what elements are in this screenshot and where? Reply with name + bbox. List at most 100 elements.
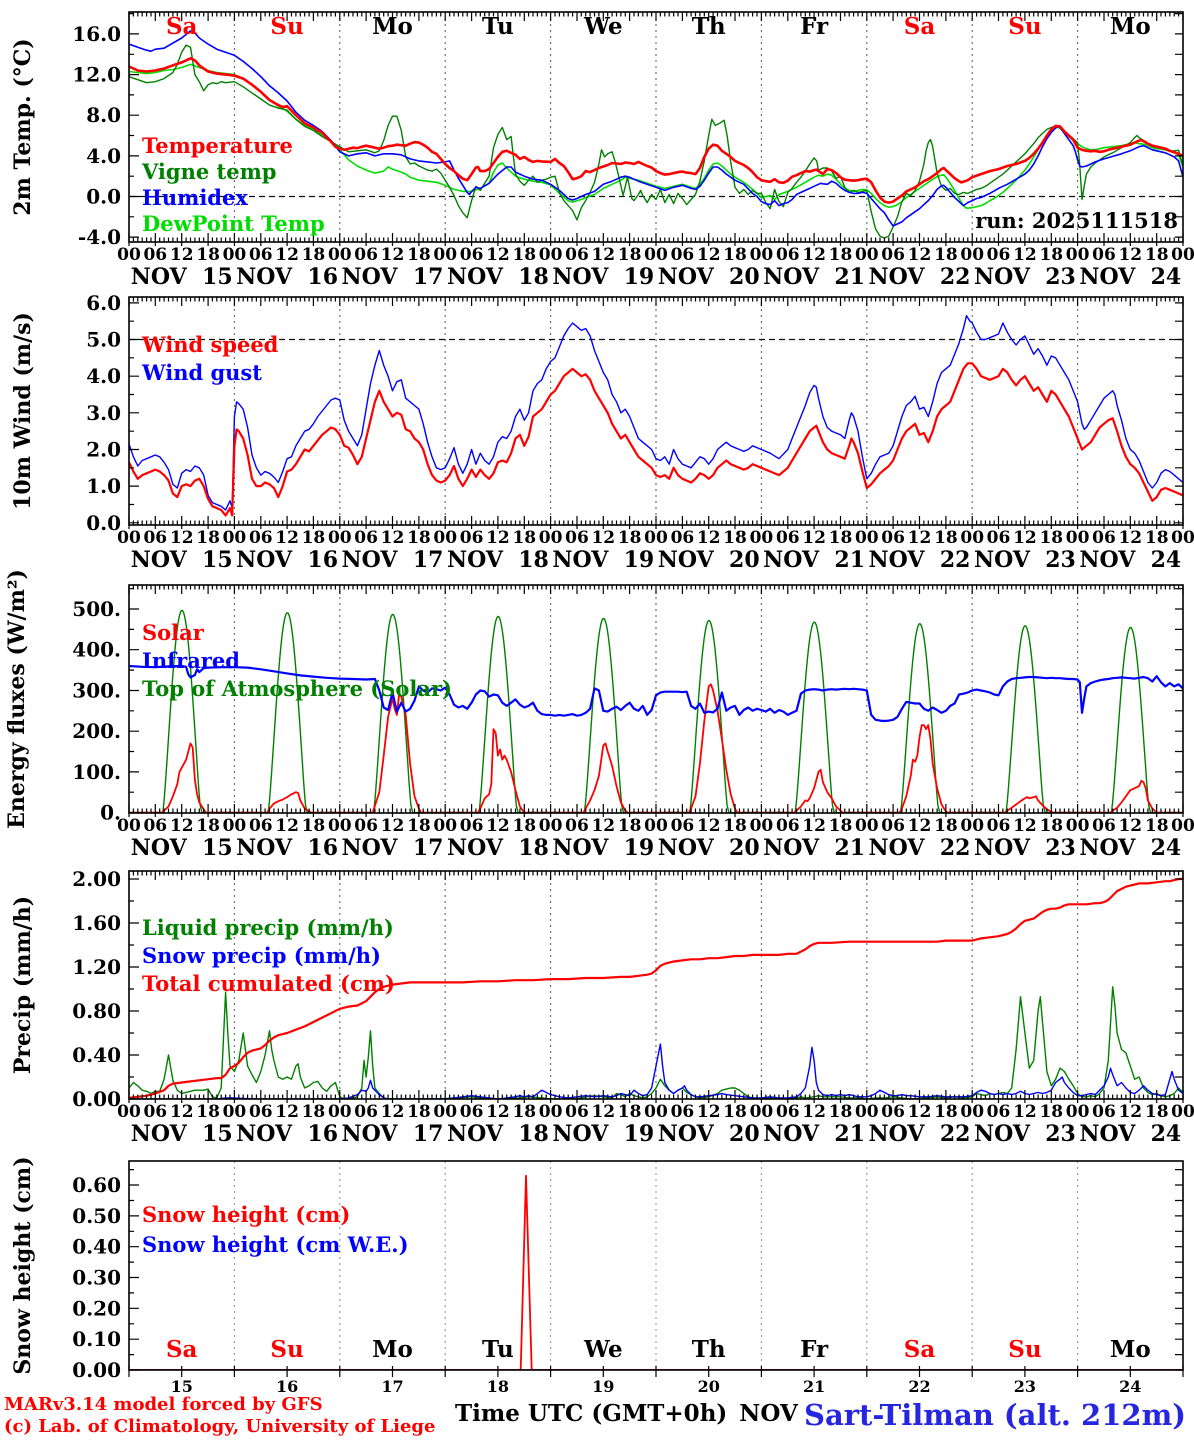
hour-tick-label: 00 <box>328 245 352 265</box>
hour-tick-label: 06 <box>776 245 800 265</box>
date-label: NOV 22 <box>869 1121 971 1147</box>
day-name-label: Su <box>1008 13 1041 40</box>
date-label: NOV 20 <box>658 835 760 861</box>
date-label: NOV 24 <box>1079 835 1181 861</box>
hour-tick-label: 00 <box>433 816 457 836</box>
hour-tick-label: 12 <box>1013 245 1037 265</box>
day-name-label: Fr <box>800 13 829 40</box>
hour-tick-label: 18 <box>723 1102 747 1122</box>
day-name-label: Mo <box>372 13 413 40</box>
hour-tick-label: 00 <box>855 1102 879 1122</box>
hour-tick-label: 00 <box>1066 528 1090 548</box>
axis-ticks <box>128 1169 1184 1377</box>
day-name-label: Mo <box>1110 1336 1151 1363</box>
hour-tick-label: 12 <box>486 528 510 548</box>
ytick-label: 100. <box>72 760 121 784</box>
y-axis-title: 2m Temp. (°C) <box>10 38 36 215</box>
hour-tick-label: 12 <box>486 245 510 265</box>
legend-temperature-panel: DewPoint Temp <box>142 211 325 236</box>
hour-tick-label: 06 <box>1092 245 1116 265</box>
hour-tick-label: 12 <box>591 816 615 836</box>
hour-tick-label: 18 <box>302 245 326 265</box>
legend-energy-panel: Top of Atmosphere (Solar) <box>142 676 452 701</box>
ytick-label: 4.0 <box>86 364 121 388</box>
day-number-label: 18 <box>487 1377 509 1396</box>
hour-tick-label: 06 <box>143 245 167 265</box>
hour-tick-label: 18 <box>407 528 431 548</box>
hour-tick-label: 18 <box>196 816 220 836</box>
date-label: NOV 24 <box>1079 264 1181 290</box>
ytick-label: 2.00 <box>72 867 121 891</box>
hour-tick-label: 00 <box>223 245 247 265</box>
legend-precip-panel: Snow precip (mm/h) <box>142 943 381 968</box>
hour-tick-label: 18 <box>1039 816 1063 836</box>
hour-tick-label: 12 <box>275 1102 299 1122</box>
hour-tick-label: 06 <box>1092 528 1116 548</box>
hour-tick-label: 18 <box>407 816 431 836</box>
hour-tick-label: 00 <box>117 816 141 836</box>
ytick-label: 0.0 <box>86 511 121 535</box>
ytick-label: 1.20 <box>72 955 121 979</box>
hour-tick-label: 00 <box>117 1102 141 1122</box>
hour-tick-label: 00 <box>539 528 563 548</box>
series-solar <box>129 683 1183 813</box>
hour-tick-label: 00 <box>855 816 879 836</box>
hour-tick-label: 12 <box>381 816 405 836</box>
hour-tick-label: 06 <box>143 528 167 548</box>
hour-tick-label: 18 <box>618 816 642 836</box>
series-liquid-precip <box>129 986 1183 1099</box>
day-name-label: Sa <box>904 1336 936 1363</box>
hour-tick-label: 12 <box>591 528 615 548</box>
day-number-label: 22 <box>908 1377 930 1396</box>
date-label: NOV 20 <box>658 547 760 573</box>
hour-tick-label: 18 <box>512 816 536 836</box>
hour-tick-label: 12 <box>170 528 194 548</box>
hour-tick-label: 18 <box>302 816 326 836</box>
hour-tick-label: 18 <box>512 528 536 548</box>
hour-tick-label: 00 <box>117 245 141 265</box>
hour-tick-label: 06 <box>565 528 589 548</box>
hour-tick-label: 06 <box>776 528 800 548</box>
hour-tick-label: 00 <box>1066 245 1090 265</box>
hour-tick-label: 06 <box>249 245 273 265</box>
hour-tick-label: 00 <box>855 245 879 265</box>
day-name-label: Mo <box>1110 13 1151 40</box>
panel-frame <box>128 296 1184 526</box>
date-label: NOV 19 <box>552 264 654 290</box>
hour-tick-label: 18 <box>1145 245 1169 265</box>
hour-tick-label: 18 <box>934 816 958 836</box>
legend-precip-panel: Liquid precip (mm/h) <box>142 915 394 940</box>
hour-tick-label: 00 <box>328 528 352 548</box>
hour-tick-label: 12 <box>908 245 932 265</box>
hour-tick-label: 12 <box>908 528 932 548</box>
hour-tick-label: 00 <box>433 245 457 265</box>
hour-tick-label: 12 <box>802 528 826 548</box>
legend-snow-panel: Snow height (cm) <box>142 1202 350 1227</box>
hour-tick-label: 18 <box>1145 528 1169 548</box>
date-label: NOV 24 <box>1079 547 1181 573</box>
ytick-label: 16.0 <box>72 22 121 46</box>
hour-tick-label: 18 <box>1039 528 1063 548</box>
hour-tick-label: 00 <box>750 816 774 836</box>
ytick-label: 200. <box>72 719 121 743</box>
legend-wind-panel: Wind speed <box>141 332 279 357</box>
hour-tick-label: 06 <box>776 1102 800 1122</box>
hour-tick-label: 00 <box>960 816 984 836</box>
ytick-label: -4.0 <box>78 225 121 249</box>
hour-tick-label: 06 <box>460 245 484 265</box>
ytick-label: 0.20 <box>72 1296 121 1320</box>
hour-tick-label: 18 <box>829 1102 853 1122</box>
day-name-label: Su <box>270 13 303 40</box>
series-temperature <box>129 57 1183 204</box>
hour-tick-label: 00 <box>960 528 984 548</box>
date-label: NOV 23 <box>974 264 1076 290</box>
series-humidex <box>129 30 1183 227</box>
hour-tick-label: 00 <box>117 528 141 548</box>
date-label: NOV 18 <box>447 835 549 861</box>
hour-tick-label: 00 <box>644 245 668 265</box>
panel-frame <box>128 11 1184 243</box>
hour-tick-label: 00 <box>223 1102 247 1122</box>
legend-precip-panel: Total cumulated (cm) <box>142 971 395 996</box>
panel-frame <box>128 870 1184 1100</box>
